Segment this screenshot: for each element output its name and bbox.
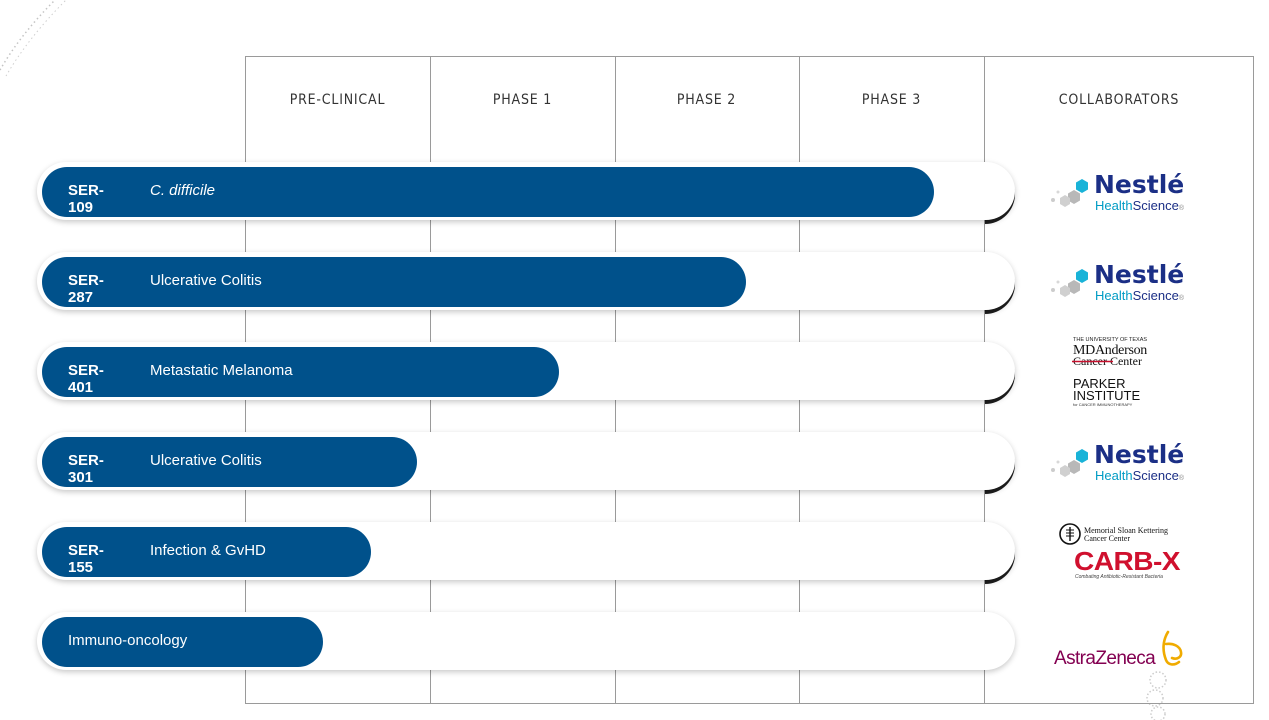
program-code: SER-287 xyxy=(68,272,104,306)
msk-cancer-center-text: Cancer Center xyxy=(1084,534,1130,543)
column-header-phase-3: PHASE 3 xyxy=(861,92,922,108)
nestle-science-text: Science xyxy=(1133,288,1179,303)
program-code: SER-109 xyxy=(68,182,104,216)
nestle-wordmark: Nestlé xyxy=(1094,260,1184,289)
msk-carbx-logos: Memorial Sloan Kettering Cancer Center C… xyxy=(1059,523,1182,580)
nestle-science-text: Science xyxy=(1133,468,1179,483)
column-header-phase-1: PHASE 1 xyxy=(492,92,553,108)
decorative-dots-top-left xyxy=(0,0,67,77)
carbx-wordmark: CARB-X xyxy=(1074,546,1181,576)
registered-mark: ® xyxy=(1179,294,1185,302)
column-header-phase-2: PHASE 2 xyxy=(676,92,737,108)
progress-bar xyxy=(42,347,559,397)
md-anderson-parker-logos: THE UNIVERSITY OF TEXAS MDAnderson Cance… xyxy=(1072,337,1148,407)
nestle-health-science-logo: Nestlé HealthScience® xyxy=(1051,260,1185,303)
column-header-collaborators: COLLABORATORS xyxy=(1058,92,1180,108)
registered-mark: ® xyxy=(1179,474,1185,482)
svg-text:HealthScience®: HealthScience® xyxy=(1095,198,1185,213)
program-indication: Immuno-oncology xyxy=(68,632,188,649)
parker-institute-text: INSTITUTE xyxy=(1073,388,1140,403)
carbx-tagline: Combating Antibiotic-Resistant Bacteria xyxy=(1075,574,1163,580)
nestle-health-text: Health xyxy=(1095,198,1133,213)
registered-mark: ® xyxy=(1179,204,1185,212)
progress-bar xyxy=(42,257,746,307)
program-code: SER-401 xyxy=(68,362,104,396)
svg-text:HealthScience®: HealthScience® xyxy=(1095,468,1185,483)
nestle-health-science-logo: Nestlé HealthScience® xyxy=(1051,440,1185,483)
msk-wordmark: Memorial Sloan Kettering xyxy=(1084,526,1168,535)
decorative-hexagons-bottom-right xyxy=(1146,671,1167,720)
nestle-wordmark: Nestlé xyxy=(1094,170,1184,199)
progress-bar xyxy=(42,167,934,217)
hexagon-icon xyxy=(1051,179,1088,207)
svg-text:HealthScience®: HealthScience® xyxy=(1095,288,1185,303)
astrazeneca-logo: AstraZeneca xyxy=(1054,630,1183,669)
column-header-preclinical: PRE-CLINICAL xyxy=(289,92,386,108)
program-code: SER-301 xyxy=(68,452,104,486)
parker-tagline: for CANCER IMMUNOTHERAPY xyxy=(1073,402,1133,407)
progress-bar xyxy=(42,527,371,577)
hexagon-icon xyxy=(1051,449,1088,477)
program-code: SER-155 xyxy=(68,542,104,576)
program-indication: Metastatic Melanoma xyxy=(150,362,293,379)
program-indication: Ulcerative Colitis xyxy=(150,272,262,289)
nestle-science-text: Science xyxy=(1133,198,1179,213)
parker-wordmark: PARKER xyxy=(1073,376,1126,391)
md-anderson-university-text: THE UNIVERSITY OF TEXAS xyxy=(1073,337,1147,343)
md-anderson-wordmark: MDAnderson xyxy=(1073,343,1147,358)
progress-bar xyxy=(42,437,417,487)
program-indication: Ulcerative Colitis xyxy=(150,452,262,469)
nestle-health-text: Health xyxy=(1095,468,1133,483)
progress-bar xyxy=(42,617,323,667)
program-indication: Infection & GvHD xyxy=(150,542,266,559)
hexagon-icon xyxy=(1051,269,1088,297)
nestle-health-science-logo: Nestlé HealthScience® xyxy=(1051,170,1185,213)
msk-emblem-icon xyxy=(1059,523,1081,545)
nestle-wordmark: Nestlé xyxy=(1094,440,1184,469)
astrazeneca-wordmark: AstraZeneca xyxy=(1054,648,1156,669)
program-indication: C. difficile xyxy=(150,182,216,199)
astrazeneca-symbol-icon xyxy=(1162,630,1183,666)
nestle-health-text: Health xyxy=(1095,288,1133,303)
